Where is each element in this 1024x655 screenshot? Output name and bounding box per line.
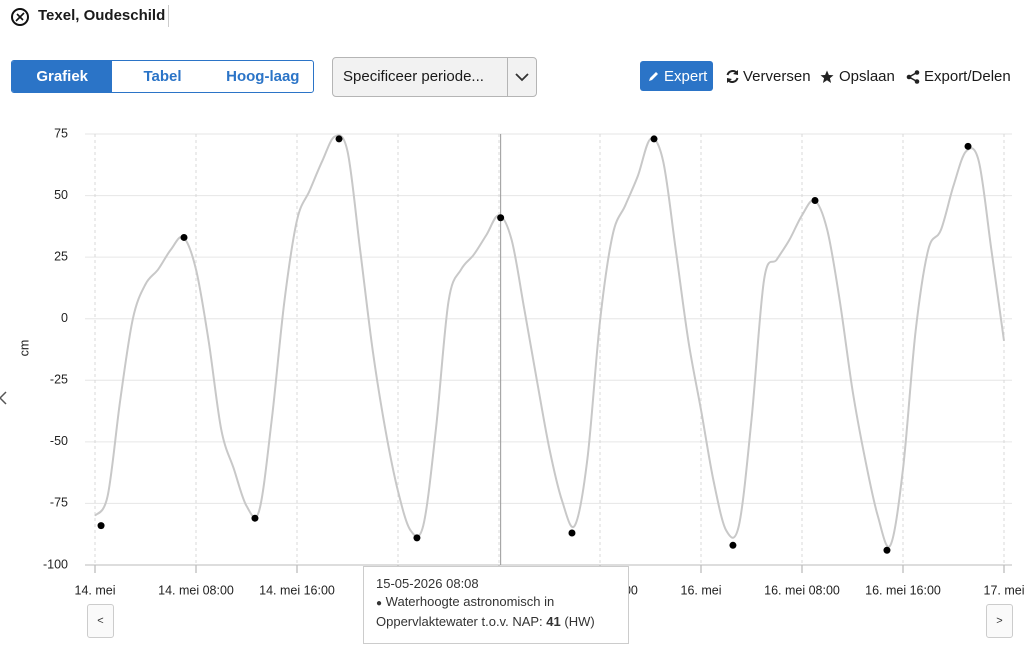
pencil-icon	[649, 72, 658, 81]
period-select[interactable]: Specificeer periode...	[332, 57, 537, 97]
chevron-down	[515, 73, 529, 82]
y-tick-label: 50	[54, 188, 68, 202]
x-tick-label: 16. mei 16:00	[865, 583, 941, 597]
tab[interactable]: Hoog-laag	[226, 68, 300, 85]
x-tick-label: 16. mei	[681, 583, 722, 597]
y-tick-label: -50	[50, 434, 68, 448]
side-chevron[interactable]	[0, 391, 7, 405]
save-action[interactable]: Opslaan	[839, 68, 895, 85]
location-title: Texel, Oudeschild	[38, 7, 166, 24]
y-tick-label: 75	[54, 126, 68, 140]
next-button[interactable]: >	[986, 604, 1013, 638]
extreme-point	[650, 135, 658, 143]
share-icon	[906, 70, 920, 84]
extreme-point	[729, 541, 737, 549]
tooltip: 15-05-2026 08:08 ● Waterhoogte astronomi…	[363, 566, 629, 644]
extreme-point	[964, 142, 972, 150]
period-select-text: Specificeer periode...	[343, 68, 484, 85]
extreme-point	[180, 233, 188, 241]
extreme-point	[251, 514, 259, 522]
tooltip-tag: (HW)	[564, 614, 595, 629]
star-icon	[820, 70, 834, 83]
extreme-point	[568, 529, 576, 537]
expert-label: Expert	[664, 68, 708, 85]
x-tick-label: 16. mei 08:00	[764, 583, 840, 597]
prev-button[interactable]: <	[87, 604, 114, 638]
extreme-point	[97, 522, 105, 530]
tooltip-body: ● Waterhoogte astronomisch in Oppervlakt…	[376, 594, 595, 629]
export-action[interactable]: Export/Delen	[924, 68, 1011, 85]
y-tick-label: -25	[50, 373, 68, 387]
y-axis-label: cm	[17, 340, 31, 357]
divider	[168, 5, 169, 27]
tooltip-label: Waterhoogte astronomisch in Oppervlaktew…	[376, 594, 555, 629]
extreme-point	[497, 214, 505, 222]
extreme-point	[335, 135, 343, 143]
tab[interactable]: Tabel	[143, 68, 182, 85]
select-divider	[507, 58, 508, 96]
tooltip-value: 41	[546, 614, 561, 629]
x-tick-label: 14. mei 16:00	[259, 583, 335, 597]
x-tick-label: 14. mei 08:00	[158, 583, 234, 597]
tooltip-time: 15-05-2026 08:08	[376, 576, 479, 591]
refresh-action[interactable]: Verversen	[743, 68, 811, 85]
y-tick-label: 25	[54, 249, 68, 263]
x-tick-label: 17. mei	[984, 583, 1024, 597]
y-tick-label: 0	[61, 311, 68, 325]
y-tick-label: -75	[50, 496, 68, 510]
extreme-point	[413, 534, 421, 542]
expert-button[interactable]: Expert	[640, 61, 713, 91]
extreme-point	[883, 546, 891, 554]
y-tick-label: -100	[43, 557, 68, 571]
tab[interactable]: Grafiek	[12, 61, 113, 92]
series-line	[94, 134, 1005, 548]
location-icon	[11, 8, 29, 26]
refresh-icon	[726, 70, 739, 83]
extreme-point	[811, 196, 819, 204]
view-tabs: Grafiek Tabel Hoog-laag	[11, 60, 314, 93]
x-tick-label: 14. mei	[75, 583, 116, 597]
